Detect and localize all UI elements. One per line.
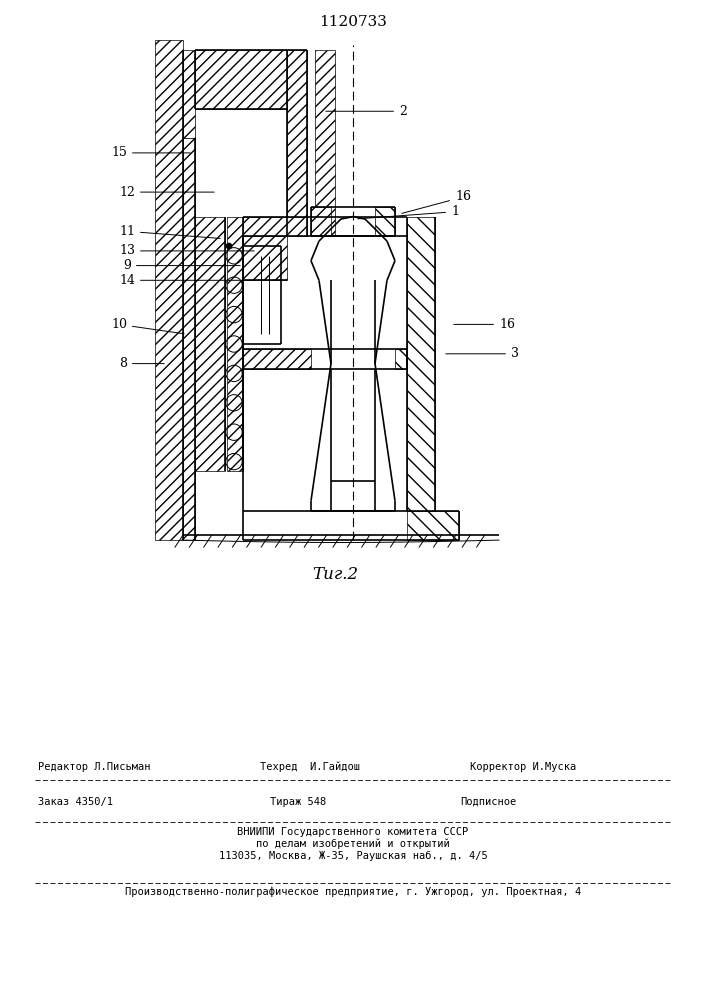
- Text: Подписное: Подписное: [460, 797, 516, 807]
- Text: 9: 9: [123, 259, 240, 272]
- Polygon shape: [287, 50, 307, 236]
- Text: 10: 10: [111, 318, 185, 334]
- Text: Производственно-полиграфическое предприятие, г. Ужгород, ул. Проектная, 4: Производственно-полиграфическое предприя…: [125, 887, 581, 897]
- Polygon shape: [243, 349, 311, 368]
- Text: Заказ 4350/1: Заказ 4350/1: [38, 797, 113, 807]
- Text: Корректор И.Муска: Корректор И.Муска: [470, 762, 576, 772]
- Polygon shape: [243, 217, 307, 236]
- Text: 14: 14: [119, 274, 240, 287]
- Text: 1120733: 1120733: [319, 15, 387, 29]
- Polygon shape: [395, 349, 407, 368]
- Text: ВНИИПИ Государственного комитета СССР: ВНИИПИ Государственного комитета СССР: [238, 827, 469, 837]
- Text: 1: 1: [358, 205, 459, 219]
- Text: 16: 16: [402, 190, 471, 213]
- Text: 11: 11: [119, 225, 220, 238]
- Text: 3: 3: [446, 347, 519, 360]
- Polygon shape: [407, 511, 459, 540]
- Text: Редактор Л.Письман: Редактор Л.Письман: [38, 762, 151, 772]
- Text: 8: 8: [119, 357, 164, 370]
- Text: 113035, Москва, Ж-35, Раушская наб., д. 4/5: 113035, Москва, Ж-35, Раушская наб., д. …: [218, 851, 487, 861]
- Text: по делам изобретений и открытий: по делам изобретений и открытий: [256, 839, 450, 849]
- Polygon shape: [195, 217, 225, 471]
- Text: Техред  И.Гайдош: Техред И.Гайдош: [260, 762, 360, 772]
- Polygon shape: [155, 40, 183, 540]
- Polygon shape: [315, 50, 335, 236]
- Text: Тираж 548: Тираж 548: [270, 797, 326, 807]
- Circle shape: [226, 243, 232, 249]
- Text: 13: 13: [119, 244, 255, 257]
- Text: 16: 16: [454, 318, 515, 331]
- Polygon shape: [243, 236, 287, 280]
- Polygon shape: [311, 207, 331, 236]
- Text: 12: 12: [119, 186, 214, 199]
- Polygon shape: [195, 50, 287, 109]
- Polygon shape: [375, 207, 395, 236]
- Polygon shape: [227, 217, 243, 471]
- Text: 2: 2: [326, 105, 407, 118]
- Text: Τиг.2: Τиг.2: [312, 566, 358, 583]
- Polygon shape: [183, 138, 195, 540]
- Polygon shape: [407, 217, 435, 511]
- Text: 15: 15: [111, 146, 190, 159]
- Polygon shape: [183, 50, 195, 138]
